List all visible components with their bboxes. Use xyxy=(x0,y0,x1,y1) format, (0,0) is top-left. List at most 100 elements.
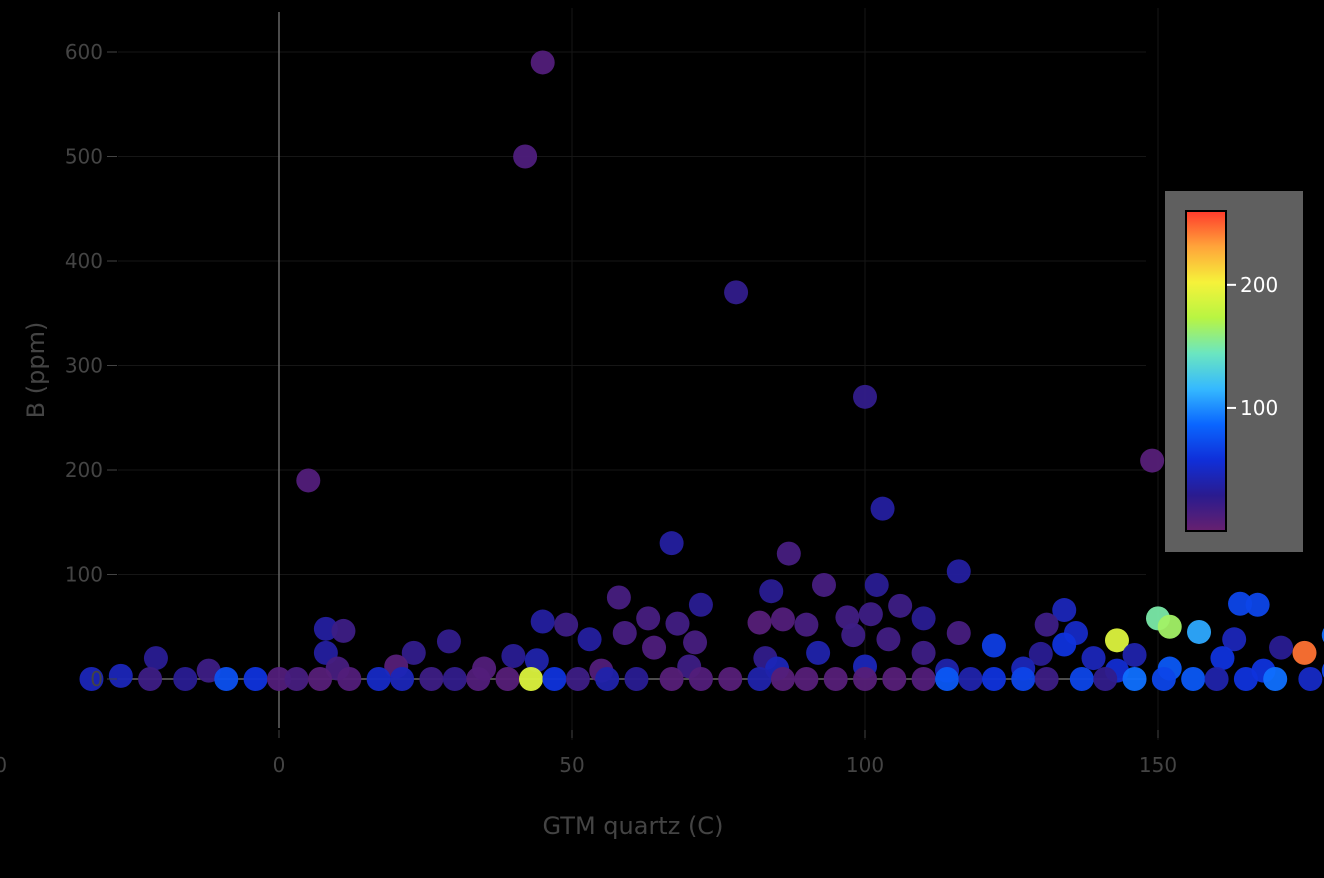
data-point xyxy=(138,667,163,691)
data-point xyxy=(296,468,321,493)
data-point xyxy=(436,629,461,654)
data-point xyxy=(1298,667,1323,691)
data-point xyxy=(1321,628,1324,643)
grid-lines xyxy=(118,8,1159,740)
data-point xyxy=(659,531,684,556)
data-point xyxy=(595,667,620,691)
data-point xyxy=(718,667,743,691)
data-point xyxy=(1181,667,1206,691)
data-point xyxy=(1233,667,1258,691)
data-point xyxy=(267,667,291,691)
data-point xyxy=(882,667,907,691)
data-point xyxy=(1028,641,1053,666)
colorbar-tick-label: 100 xyxy=(1240,396,1278,420)
data-point xyxy=(911,606,936,631)
x-axis-ticks: −50050100150200250 xyxy=(0,730,1177,777)
data-point xyxy=(518,667,543,691)
data-point xyxy=(1093,667,1118,691)
data-point xyxy=(1011,667,1036,691)
data-point xyxy=(530,50,555,75)
data-point xyxy=(806,640,831,665)
data-point xyxy=(776,541,801,566)
data-point xyxy=(331,618,356,643)
data-point xyxy=(665,611,690,636)
data-point xyxy=(401,640,426,665)
data-point xyxy=(243,667,268,691)
colorbar-scale xyxy=(1185,210,1227,532)
data-point xyxy=(1157,614,1182,639)
data-point xyxy=(143,646,168,671)
data-point xyxy=(688,667,713,691)
data-point xyxy=(724,280,749,305)
data-point xyxy=(108,663,133,688)
data-point xyxy=(1122,667,1147,691)
data-point xyxy=(1140,448,1165,473)
data-point xyxy=(501,644,526,669)
data-point xyxy=(794,612,819,637)
data-point xyxy=(337,667,362,691)
data-point xyxy=(1269,635,1294,660)
zero-lines xyxy=(118,12,1146,728)
data-point xyxy=(1034,667,1059,691)
data-point xyxy=(1210,646,1235,671)
y-tick-label: 200 xyxy=(65,458,103,482)
data-point xyxy=(513,144,538,169)
x-tick-label: 100 xyxy=(846,753,884,777)
data-point xyxy=(173,667,198,691)
data-point xyxy=(911,667,936,691)
data-point xyxy=(366,667,391,691)
data-point xyxy=(981,633,1006,658)
data-point xyxy=(1245,592,1270,617)
data-point xyxy=(466,667,491,691)
data-point xyxy=(888,593,913,618)
data-point xyxy=(747,610,772,635)
y-tick-label: 100 xyxy=(65,563,103,587)
data-point xyxy=(524,648,549,673)
data-point xyxy=(1069,667,1094,691)
data-point xyxy=(946,621,971,646)
data-point xyxy=(542,667,567,691)
data-point xyxy=(79,667,104,691)
data-point xyxy=(841,623,866,648)
data-point xyxy=(1187,619,1212,644)
data-point xyxy=(1104,628,1129,653)
y-tick-label: 0 xyxy=(90,667,103,691)
data-point xyxy=(495,667,520,691)
data-point xyxy=(747,667,772,691)
data-point xyxy=(683,630,708,655)
data-point xyxy=(858,602,883,627)
y-tick-label: 500 xyxy=(65,145,103,169)
data-point xyxy=(688,592,713,617)
data-point xyxy=(1052,598,1077,623)
data-point xyxy=(419,667,444,691)
data-point xyxy=(642,635,667,660)
data-point xyxy=(1263,667,1288,691)
data-point xyxy=(636,606,661,631)
data-point xyxy=(214,667,239,691)
data-point xyxy=(390,667,415,691)
data-point xyxy=(530,609,555,634)
data-point xyxy=(1321,663,1324,678)
data-point xyxy=(565,667,590,691)
data-point xyxy=(876,627,901,652)
y-tick-label: 400 xyxy=(65,249,103,273)
data-point xyxy=(624,667,649,691)
x-axis-title: GTM quartz (C) xyxy=(543,812,724,840)
data-point xyxy=(1204,667,1229,691)
data-point xyxy=(284,667,309,691)
data-point xyxy=(612,621,637,646)
data-point xyxy=(759,579,784,604)
data-point xyxy=(1292,640,1317,665)
data-point xyxy=(1228,591,1253,616)
data-point xyxy=(313,616,338,641)
data-point xyxy=(1222,627,1247,652)
x-tick-label: 0 xyxy=(273,753,286,777)
data-point xyxy=(981,667,1006,691)
data-point xyxy=(1034,612,1059,637)
data-point xyxy=(935,667,960,691)
data-point xyxy=(1151,667,1176,691)
data-point xyxy=(946,559,971,584)
data-point xyxy=(554,612,579,637)
data-points xyxy=(79,50,1324,691)
